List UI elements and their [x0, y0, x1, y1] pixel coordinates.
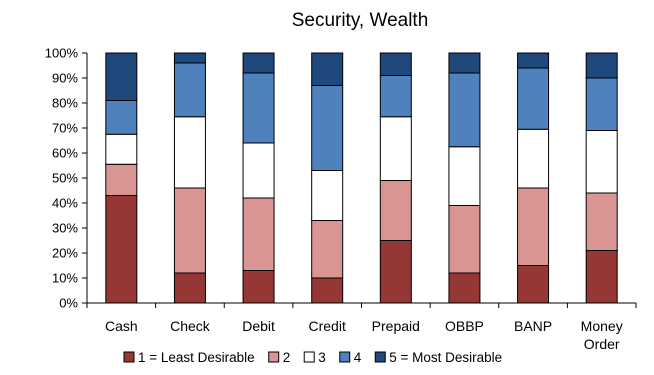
y-tick-label: 80%: [52, 96, 78, 111]
x-category-label: Debit: [242, 318, 275, 334]
bar-segment-series-3: [242, 142, 275, 199]
y-tick-label: 100%: [45, 46, 79, 61]
bar-segment-series-2: [173, 187, 206, 274]
legend-label: 3: [318, 350, 326, 365]
bar-segment-series-2: [311, 220, 344, 279]
bar-segment-series-5: [242, 52, 275, 74]
bar-segment-series-3: [379, 116, 412, 181]
y-tick-label: 60%: [52, 146, 78, 161]
legend-swatch: [123, 351, 135, 363]
x-category-label: Prepaid: [372, 318, 420, 334]
bar-segment-series-1: [242, 270, 275, 304]
x-category-label: OBBP: [445, 318, 484, 334]
legend-item: 1 = Least Desirable: [123, 350, 255, 365]
bar-segment-series-2: [105, 163, 138, 196]
x-category-label: Cash: [105, 318, 138, 334]
legend-item: 2: [268, 350, 291, 365]
bar-segment-series-1: [585, 250, 618, 304]
bar-segment-series-5: [311, 52, 344, 86]
bar-segment-series-1: [517, 265, 550, 304]
bar-stack: [173, 52, 206, 304]
bar-stack: [379, 52, 412, 304]
bar-segment-series-2: [379, 180, 412, 241]
bar-segment-series-1: [311, 277, 344, 304]
bar-segment-series-2: [242, 197, 275, 271]
bar-segment-series-3: [585, 130, 618, 194]
bar-segment-series-4: [379, 75, 412, 118]
legend-item: 5 = Most Desirable: [374, 350, 502, 365]
legend-label: 1 = Least Desirable: [138, 350, 255, 365]
bar-segment-series-4: [105, 100, 138, 135]
bar-segment-series-3: [173, 116, 206, 189]
bar-segment-series-5: [105, 52, 138, 101]
bar-segment-series-4: [242, 72, 275, 144]
legend-label: 4: [354, 350, 362, 365]
y-tick-label: 90%: [52, 71, 78, 86]
bar-segment-series-1: [173, 272, 206, 304]
bar-stack: [517, 52, 550, 304]
bar-segment-series-5: [173, 52, 206, 64]
legend-item: 4: [339, 350, 362, 365]
bars: [105, 52, 618, 304]
bar-segment-series-3: [311, 170, 344, 221]
x-category-label: Money Order: [581, 318, 623, 352]
legend-swatch: [339, 351, 351, 363]
y-tick-label: 10%: [52, 271, 78, 286]
x-category-label: BANP: [514, 318, 552, 334]
y-tick-label: 40%: [52, 196, 78, 211]
bar-segment-series-3: [105, 133, 138, 165]
legend-item: 3: [303, 350, 326, 365]
y-tick-label: 0%: [59, 296, 78, 311]
y-tick-label: 20%: [52, 246, 78, 261]
bar-segment-series-1: [105, 195, 138, 304]
legend-label: 2: [283, 350, 291, 365]
bar-stack: [105, 52, 138, 304]
bar-segment-series-5: [585, 52, 618, 79]
bar-segment-series-5: [517, 52, 550, 69]
y-tick-label: 70%: [52, 121, 78, 136]
bar-segment-series-4: [517, 67, 550, 130]
bar-segment-series-1: [379, 240, 412, 304]
bar-stack: [448, 52, 481, 304]
bar-segment-series-3: [448, 146, 481, 206]
legend-swatch: [303, 351, 315, 363]
legend: 1 = Least Desirable 2 3 4 5 = Most Desirable: [123, 350, 502, 365]
bar-segment-series-1: [448, 272, 481, 304]
bar-segment-series-4: [448, 72, 481, 148]
bar-segment-series-2: [585, 192, 618, 251]
legend-swatch: [268, 351, 280, 363]
bar-segment-series-4: [585, 77, 618, 131]
bar-segment-series-2: [448, 205, 481, 274]
bar-stack: [311, 52, 344, 304]
x-category-label: Credit: [309, 318, 346, 334]
legend-label: 5 = Most Desirable: [389, 350, 502, 365]
bar-segment-series-3: [517, 128, 550, 189]
bar-stack: [242, 52, 275, 304]
x-axis: Cash Check Debit Credit Prepaid OBBP BANP Money…: [86, 302, 637, 352]
y-axis: 0% 10% 20% 30% 40% 50% 60% 70% 80% 90% 100%: [45, 46, 88, 311]
chart-title: Security, Wealth: [292, 10, 429, 31]
legend-swatch: [374, 351, 386, 363]
bar-segment-series-4: [311, 85, 344, 171]
bar-segment-series-5: [379, 52, 412, 76]
bar-stack: [585, 52, 618, 304]
bar-segment-series-4: [173, 62, 206, 118]
x-category-label: Check: [170, 318, 211, 334]
y-tick-label: 30%: [52, 221, 78, 236]
bar-segment-series-5: [448, 52, 481, 74]
y-tick-label: 50%: [52, 171, 78, 186]
bar-segment-series-2: [517, 187, 550, 266]
